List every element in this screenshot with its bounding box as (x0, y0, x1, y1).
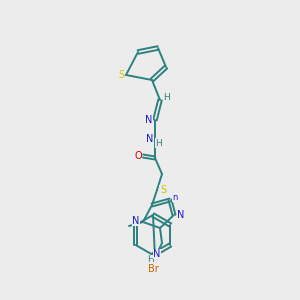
Text: N: N (153, 249, 161, 259)
Text: H: H (164, 94, 170, 103)
Text: H: H (156, 139, 162, 148)
Text: N: N (146, 134, 154, 144)
Text: N: N (132, 216, 140, 226)
Text: S: S (160, 185, 166, 195)
Text: N: N (145, 115, 153, 125)
Text: n: n (172, 193, 178, 202)
Text: O: O (134, 151, 142, 161)
Text: N: N (177, 210, 185, 220)
Text: Br: Br (148, 264, 158, 274)
Text: H: H (148, 256, 154, 265)
Text: S: S (118, 70, 124, 80)
